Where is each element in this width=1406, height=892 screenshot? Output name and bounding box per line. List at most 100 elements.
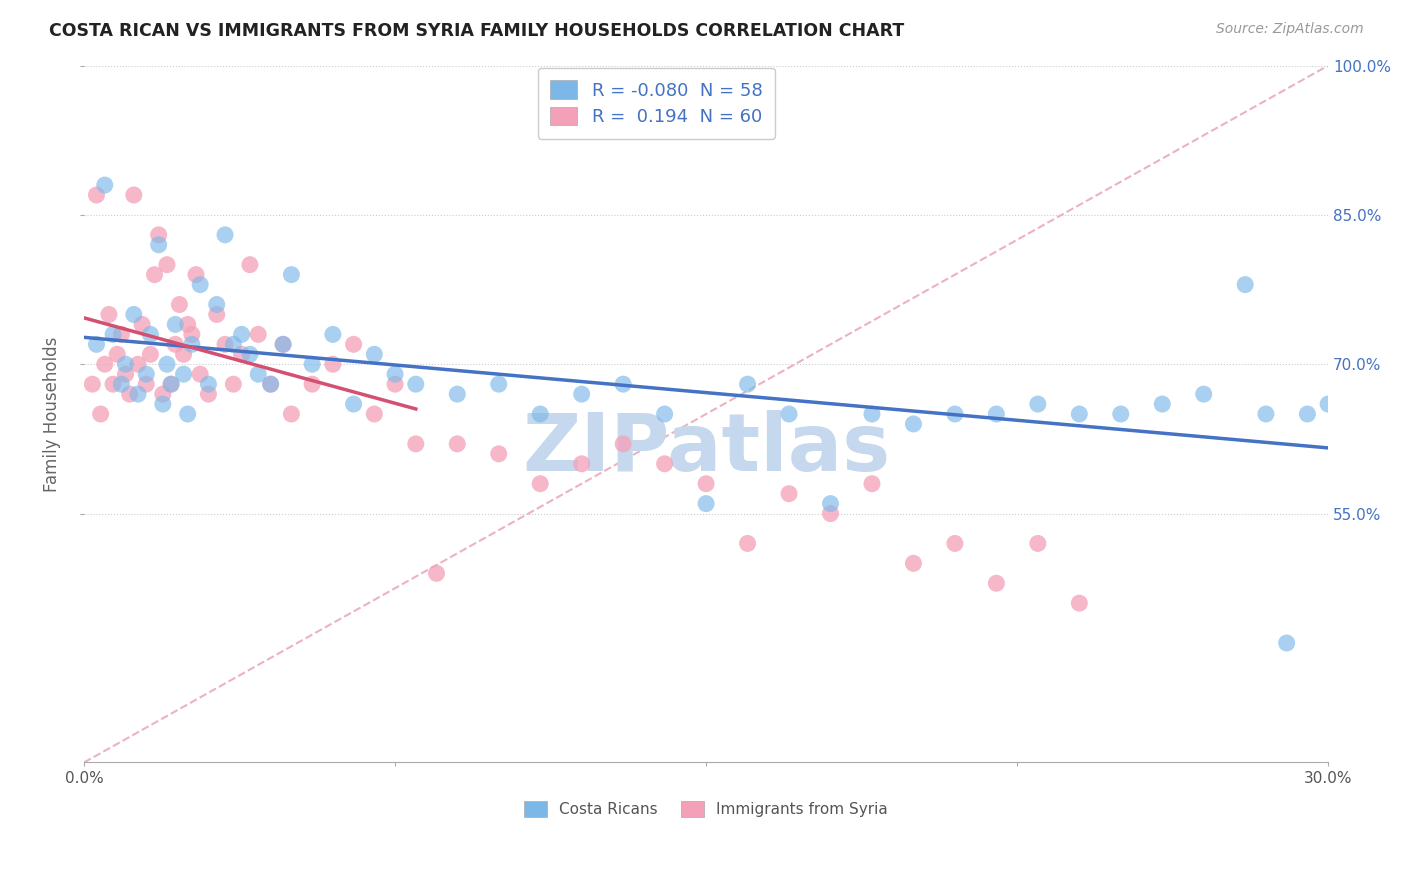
Point	[571, 457, 593, 471]
Point	[820, 507, 842, 521]
Point	[571, 387, 593, 401]
Point	[180, 337, 202, 351]
Point	[1026, 397, 1049, 411]
Point	[110, 377, 132, 392]
Point	[342, 337, 364, 351]
Point	[1234, 277, 1257, 292]
Point	[301, 377, 323, 392]
Point	[322, 327, 344, 342]
Point	[188, 368, 211, 382]
Point	[90, 407, 112, 421]
Point	[184, 268, 207, 282]
Point	[114, 357, 136, 371]
Y-axis label: Family Households: Family Households	[44, 336, 60, 491]
Point	[1152, 397, 1174, 411]
Point	[1026, 536, 1049, 550]
Point	[131, 318, 153, 332]
Point	[695, 476, 717, 491]
Point	[135, 368, 157, 382]
Point	[280, 407, 302, 421]
Point	[231, 347, 253, 361]
Point	[695, 497, 717, 511]
Point	[654, 457, 676, 471]
Point	[165, 318, 187, 332]
Point	[86, 188, 108, 202]
Text: COSTA RICAN VS IMMIGRANTS FROM SYRIA FAMILY HOUSEHOLDS CORRELATION CHART: COSTA RICAN VS IMMIGRANTS FROM SYRIA FAM…	[49, 22, 904, 40]
Point	[271, 337, 294, 351]
Point	[165, 337, 187, 351]
Point	[101, 377, 124, 392]
Point	[342, 397, 364, 411]
Point	[1192, 387, 1215, 401]
Point	[247, 368, 270, 382]
Point	[214, 337, 236, 351]
Point	[110, 327, 132, 342]
Point	[986, 576, 1008, 591]
Point	[152, 387, 174, 401]
Point	[197, 387, 219, 401]
Point	[903, 557, 925, 571]
Point	[860, 407, 883, 421]
Point	[1275, 636, 1298, 650]
Point	[160, 377, 183, 392]
Point	[612, 437, 634, 451]
Point	[139, 327, 162, 342]
Point	[654, 407, 676, 421]
Point	[903, 417, 925, 431]
Point	[488, 377, 510, 392]
Point	[612, 377, 634, 392]
Point	[405, 437, 427, 451]
Point	[160, 377, 183, 392]
Point	[135, 377, 157, 392]
Point	[363, 347, 385, 361]
Point	[139, 347, 162, 361]
Point	[222, 337, 245, 351]
Point	[173, 368, 195, 382]
Point	[156, 357, 179, 371]
Point	[86, 337, 108, 351]
Point	[239, 258, 262, 272]
Point	[1254, 407, 1277, 421]
Point	[384, 368, 406, 382]
Point	[943, 536, 966, 550]
Point	[94, 357, 117, 371]
Text: Source: ZipAtlas.com: Source: ZipAtlas.com	[1216, 22, 1364, 37]
Point	[214, 227, 236, 242]
Point	[156, 258, 179, 272]
Point	[488, 447, 510, 461]
Point	[169, 297, 191, 311]
Point	[127, 357, 149, 371]
Point	[239, 347, 262, 361]
Point	[127, 387, 149, 401]
Point	[986, 407, 1008, 421]
Point	[177, 407, 200, 421]
Point	[529, 407, 551, 421]
Point	[114, 368, 136, 382]
Point	[737, 536, 759, 550]
Point	[118, 387, 141, 401]
Point	[737, 377, 759, 392]
Point	[943, 407, 966, 421]
Legend: Costa Ricans, Immigrants from Syria: Costa Ricans, Immigrants from Syria	[516, 793, 896, 824]
Point	[778, 486, 800, 500]
Point	[222, 377, 245, 392]
Point	[205, 308, 228, 322]
Point	[97, 308, 120, 322]
Point	[778, 407, 800, 421]
Point	[1069, 596, 1091, 610]
Point	[122, 188, 145, 202]
Point	[173, 347, 195, 361]
Point	[529, 476, 551, 491]
Point	[197, 377, 219, 392]
Text: ZIPatlas: ZIPatlas	[522, 409, 890, 488]
Point	[1109, 407, 1132, 421]
Point	[180, 327, 202, 342]
Point	[322, 357, 344, 371]
Point	[425, 566, 447, 581]
Point	[247, 327, 270, 342]
Point	[271, 337, 294, 351]
Point	[82, 377, 104, 392]
Point	[148, 237, 170, 252]
Point	[280, 268, 302, 282]
Point	[143, 268, 166, 282]
